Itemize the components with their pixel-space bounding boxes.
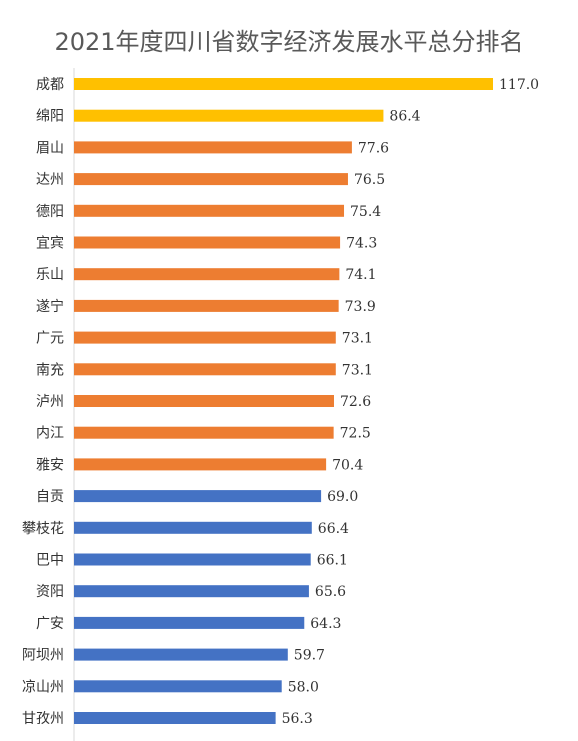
category-label: 眉山 xyxy=(36,140,64,156)
category-label: 凉山州 xyxy=(22,679,64,695)
bar xyxy=(74,141,352,154)
value-label: 70.4 xyxy=(332,457,363,473)
bar xyxy=(74,109,384,122)
value-label: 73.9 xyxy=(345,299,376,315)
value-label: 77.6 xyxy=(358,140,389,156)
value-label: 74.3 xyxy=(346,236,377,252)
category-label: 宜宾 xyxy=(36,236,64,252)
bar xyxy=(74,236,341,249)
category-label: 自贡 xyxy=(36,489,64,505)
bar xyxy=(74,616,305,629)
value-label: 56.3 xyxy=(282,711,313,727)
bar xyxy=(74,585,309,598)
bar xyxy=(74,648,288,661)
value-label: 74.1 xyxy=(345,267,376,283)
bar xyxy=(74,204,345,217)
chart-title: 2021年度四川省数字经济发展水平总分排名 xyxy=(54,28,524,56)
bar xyxy=(74,268,340,281)
category-label: 德阳 xyxy=(36,204,64,220)
category-label: 甘孜州 xyxy=(22,711,64,727)
value-label: 75.4 xyxy=(350,204,381,220)
bar xyxy=(74,299,339,312)
value-label: 65.6 xyxy=(315,584,346,600)
bar xyxy=(74,331,336,344)
bar xyxy=(74,173,348,186)
category-label: 攀枝花 xyxy=(22,521,64,537)
value-label: 117.0 xyxy=(499,77,539,93)
bar xyxy=(74,78,493,90)
value-label: 73.1 xyxy=(342,331,373,347)
category-label: 内江 xyxy=(36,426,64,442)
value-label: 66.1 xyxy=(317,553,348,569)
category-label: 成都 xyxy=(36,77,64,93)
category-label: 绵阳 xyxy=(36,108,64,125)
value-label: 59.7 xyxy=(294,648,325,664)
category-label: 巴中 xyxy=(36,553,64,569)
category-label: 雅安 xyxy=(36,457,64,473)
value-label: 66.4 xyxy=(318,521,349,537)
bar xyxy=(74,712,276,724)
bar xyxy=(74,553,311,566)
category-label: 资阳 xyxy=(36,584,64,600)
value-label: 58.0 xyxy=(288,679,319,695)
value-label: 64.3 xyxy=(310,616,341,632)
bar xyxy=(74,395,334,407)
value-label: 72.5 xyxy=(340,426,371,442)
value-label: 86.4 xyxy=(389,109,420,125)
value-label: 76.5 xyxy=(354,172,385,188)
category-label: 南充 xyxy=(36,362,64,378)
bar xyxy=(74,363,336,376)
category-label: 乐山 xyxy=(36,267,64,283)
category-label: 广安 xyxy=(36,616,64,632)
bar xyxy=(74,458,327,471)
bar xyxy=(74,490,322,503)
category-label: 遂宁 xyxy=(36,298,64,315)
value-label: 69.0 xyxy=(327,489,358,505)
category-label: 广元 xyxy=(36,331,64,347)
bar xyxy=(74,426,334,439)
bar xyxy=(74,680,282,693)
category-label: 达州 xyxy=(36,172,64,188)
value-label: 73.1 xyxy=(342,362,373,378)
bar xyxy=(74,521,312,534)
category-label: 泸州 xyxy=(36,394,64,410)
value-label: 72.6 xyxy=(340,394,371,410)
category-label: 阿坝州 xyxy=(22,648,64,664)
